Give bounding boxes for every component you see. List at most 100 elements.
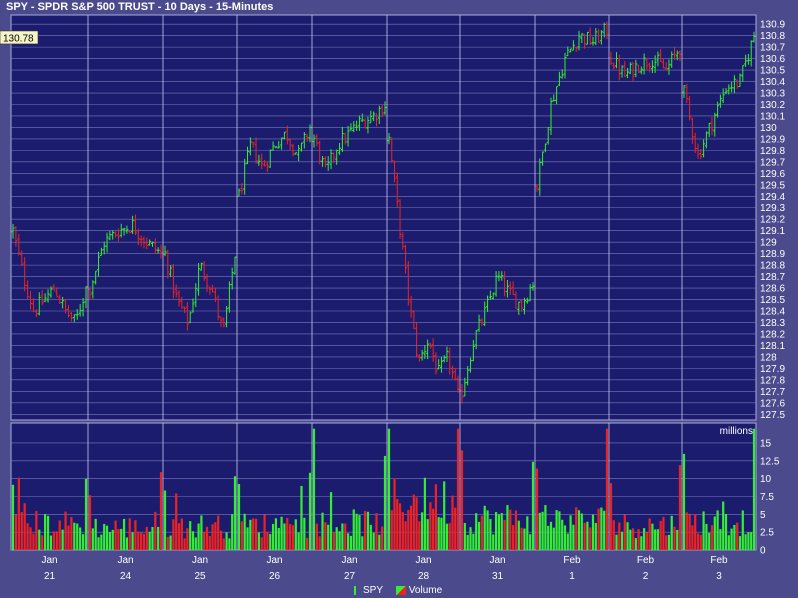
volume-bar [249, 519, 252, 550]
price-tick-label: 130.1 [760, 111, 785, 122]
volume-bar [280, 516, 283, 550]
volume-bar [412, 494, 415, 550]
volume-bar [423, 477, 426, 550]
volume-bar [575, 507, 578, 550]
volume-bar [117, 528, 120, 550]
volume-bar [191, 531, 195, 550]
volume-bar [335, 527, 338, 550]
volume-bar [583, 522, 586, 550]
volume-bar [409, 505, 413, 550]
volume-tick-label: 0 [760, 546, 766, 557]
volume-bar [432, 508, 435, 550]
volume-bar [366, 511, 370, 550]
price-tick-label: 130 [760, 123, 777, 134]
volume-bar [271, 523, 275, 550]
volume-bar [577, 510, 581, 550]
volume-bar [240, 521, 243, 550]
price-tick-label: 127.9 [760, 364, 785, 375]
price-tick-label: 127.5 [760, 410, 785, 421]
volume-bar [205, 526, 209, 550]
volume-bar [727, 535, 730, 550]
volume-bar [378, 534, 381, 550]
volume-bar [514, 510, 518, 550]
volume-bar [177, 523, 181, 550]
x-tick-day: 27 [344, 571, 356, 582]
volume-bar [656, 529, 660, 550]
volume-bar [623, 514, 626, 550]
volume-bar [626, 522, 629, 550]
volume-bar [17, 477, 20, 550]
volume-bar [648, 518, 651, 550]
volume-bar [469, 527, 472, 550]
volume-bar [327, 524, 330, 550]
volume-bar [341, 523, 344, 550]
volume-bar [233, 476, 237, 550]
volume-bar [603, 510, 606, 550]
volume-bar [257, 532, 260, 550]
volume-bar [407, 510, 410, 550]
price-tick-label: 129.7 [760, 157, 785, 168]
price-tick-label: 128.8 [760, 261, 785, 272]
volume-bar [710, 525, 714, 550]
volume-bar [84, 478, 88, 550]
volume-bar [506, 505, 509, 550]
volume-bar [58, 520, 61, 550]
volume-bar [477, 521, 481, 550]
volume-bar [111, 529, 114, 550]
price-tick-label: 130.9 [760, 20, 785, 31]
volume-bar [189, 521, 192, 550]
volume-bar [563, 525, 567, 550]
volume-bar [520, 527, 523, 550]
price-tick-label: 128.7 [760, 272, 785, 283]
volume-bar [659, 520, 662, 550]
volume-bar [203, 531, 206, 550]
volume-bar [719, 529, 722, 550]
volume-bar [88, 495, 92, 550]
x-tick-day: 28 [418, 571, 430, 582]
volume-bar [183, 538, 186, 550]
x-tick-day: 24 [120, 571, 132, 582]
x-tick-day: 1 [569, 571, 575, 582]
volume-bar [263, 514, 266, 550]
volume-bar [243, 513, 246, 550]
volume-bar [421, 512, 424, 550]
volume-bar [651, 523, 654, 550]
volume-bar [128, 518, 131, 550]
price-tick-label: 128.1 [760, 341, 785, 352]
volume-bar [437, 517, 440, 550]
volume-bar [297, 532, 300, 550]
volume-bar [252, 518, 255, 550]
volume-bar [274, 518, 278, 550]
volume-bar [569, 515, 572, 550]
volume-bar [180, 518, 183, 550]
volume-bar [486, 510, 489, 550]
volume-bar [483, 505, 486, 550]
volume-bar [673, 526, 676, 550]
volume-bar [497, 514, 501, 550]
volume-bar [526, 516, 529, 550]
volume-bar [454, 507, 457, 550]
volume-bar [32, 533, 35, 550]
volume-bar [387, 428, 391, 550]
volume-bar [64, 511, 67, 550]
volume-bar [685, 512, 688, 550]
volume-bar [694, 514, 697, 550]
volume-bar [52, 531, 55, 550]
price-tick-label: 129.2 [760, 215, 785, 226]
volume-bar [605, 428, 609, 550]
volume-bar [94, 518, 97, 550]
volume-bar [517, 520, 520, 550]
volume-bar [142, 533, 146, 550]
volume-bar [640, 536, 643, 550]
volume-bar [398, 503, 402, 550]
volume-bar [67, 525, 70, 550]
volume-bar [418, 521, 421, 550]
volume-bar [494, 512, 498, 550]
volume-bar [381, 526, 384, 550]
volume-bar [61, 529, 64, 550]
volume-bar [544, 505, 547, 550]
volume-bar [151, 526, 154, 550]
price-tick-label: 128.2 [760, 329, 785, 340]
volume-bar [558, 511, 561, 550]
